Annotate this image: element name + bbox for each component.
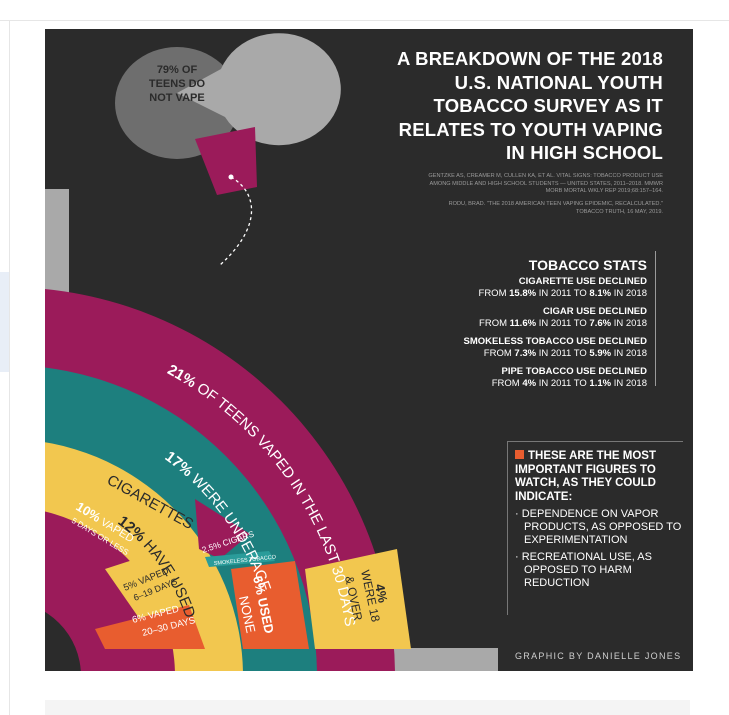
orange-square-icon	[515, 450, 524, 459]
band-over18-label-1: 4%	[372, 583, 391, 605]
stat-smokeless: SMOKELESS TOBACCO USE DECLINED FROM 7.3%…	[440, 336, 647, 360]
source-line: AMONG MIDDLE AND HIGH SCHOOL STUDENTS — …	[429, 180, 663, 187]
band-5-vaped	[105, 547, 185, 621]
title-line: A BREAKDOWN OF THE 2018	[396, 48, 663, 69]
figures-to-watch-panel: THESE ARE THE MOST IMPORTANT FIGURES TO …	[507, 441, 683, 615]
source-line: RODU, BRAD. "THE 2018 AMERICAN TEEN VAPI…	[448, 201, 663, 207]
source-line: MORB MORTAL WKLY REP 2019;68:157–164.	[545, 188, 663, 194]
stat-detail: FROM 11.6% IN 2011 TO 7.6% IN 2018	[479, 318, 647, 329]
band-smokeless	[205, 551, 275, 567]
stat-detail: FROM 15.8% IN 2011 TO 8.1% IN 2018	[478, 288, 647, 299]
title-line: IN HIGH SCHOOL	[506, 142, 663, 163]
source-citation-2: RODU, BRAD. "THE 2018 AMERICAN TEEN VAPI…	[363, 201, 663, 216]
band-4-over-18	[305, 549, 411, 649]
stat-label: CIGAR USE DECLINED	[543, 306, 647, 317]
pie-slice-21	[195, 127, 257, 195]
title-line: RELATES TO YOUTH VAPING	[398, 118, 663, 140]
watch-bullet: · DEPENDENCE ON VAPOR PRODUCTS, AS OPPOS…	[515, 508, 682, 546]
frame-side-tab	[0, 272, 9, 372]
watch-heading: THESE ARE THE MOST IMPORTANT FIGURES TO …	[515, 450, 656, 503]
pie-label-line-1: 79% OF	[157, 64, 198, 76]
stats-heading: TOBACCO STATS	[528, 257, 647, 273]
stat-cigar: CIGAR USE DECLINED FROM 11.6% IN 2011 TO…	[440, 306, 647, 330]
band-6-used-none	[231, 561, 309, 649]
frame-top-border	[0, 20, 729, 21]
tobacco-stats-panel: TOBACCO STATS CIGARETTE USE DECLINED FRO…	[440, 251, 656, 389]
infographic: 79% OF TEENS DO NOT VAPE 21% OF TEENS VA…	[45, 29, 693, 671]
graphic-credit: GRAPHIC BY DANIELLE JONES	[515, 651, 682, 661]
page-title: A BREAKDOWN OF THE 2018 U.S. NATIONAL YO…	[333, 47, 663, 165]
watch-bullet: · RECREATIONAL USE, AS OPPOSED TO HARM R…	[515, 551, 652, 589]
band-cigars	[195, 499, 250, 559]
stat-cigarette: CIGARETTE USE DECLINED FROM 15.8% IN 201…	[440, 276, 647, 300]
source-line: TOBACCO TRUTH, 16 MAY, 2019.	[576, 208, 663, 215]
frame-left-border	[9, 20, 10, 715]
source-line: GENTZKE AS, CREAMER M, CULLEN KA, ET AL.…	[428, 173, 663, 179]
stat-detail: FROM 4% IN 2011 TO 1.1% IN 2018	[491, 378, 647, 389]
pie-label-line-2: TEENS DO	[149, 78, 206, 90]
pie-slice-79	[177, 33, 341, 146]
pie-shadow	[115, 47, 239, 159]
title-line: TOBACCO SURVEY AS IT	[433, 95, 663, 116]
chart-svg: 79% OF TEENS DO NOT VAPE 21% OF TEENS VA…	[45, 33, 498, 671]
stat-pipe: PIPE TOBACCO USE DECLINED FROM 4% IN 201…	[440, 366, 647, 390]
source-citation-1: GENTZKE AS, CREAMER M, CULLEN KA, ET AL.…	[363, 173, 663, 196]
frame-bottom-bar	[45, 700, 690, 715]
pie-connector	[219, 176, 253, 266]
stat-label: SMOKELESS TOBACCO USE DECLINED	[463, 336, 647, 347]
stat-detail: FROM 7.3% IN 2011 TO 5.9% IN 2018	[483, 348, 647, 359]
pie-label-line-3: NOT VAPE	[149, 92, 204, 104]
stat-label: CIGARETTE USE DECLINED	[518, 276, 647, 287]
pie-connector-dot	[228, 174, 234, 180]
band-6-vaped	[95, 605, 205, 649]
title-line: U.S. NATIONAL YOUTH	[454, 71, 663, 93]
stat-label: PIPE TOBACCO USE DECLINED	[501, 366, 647, 377]
